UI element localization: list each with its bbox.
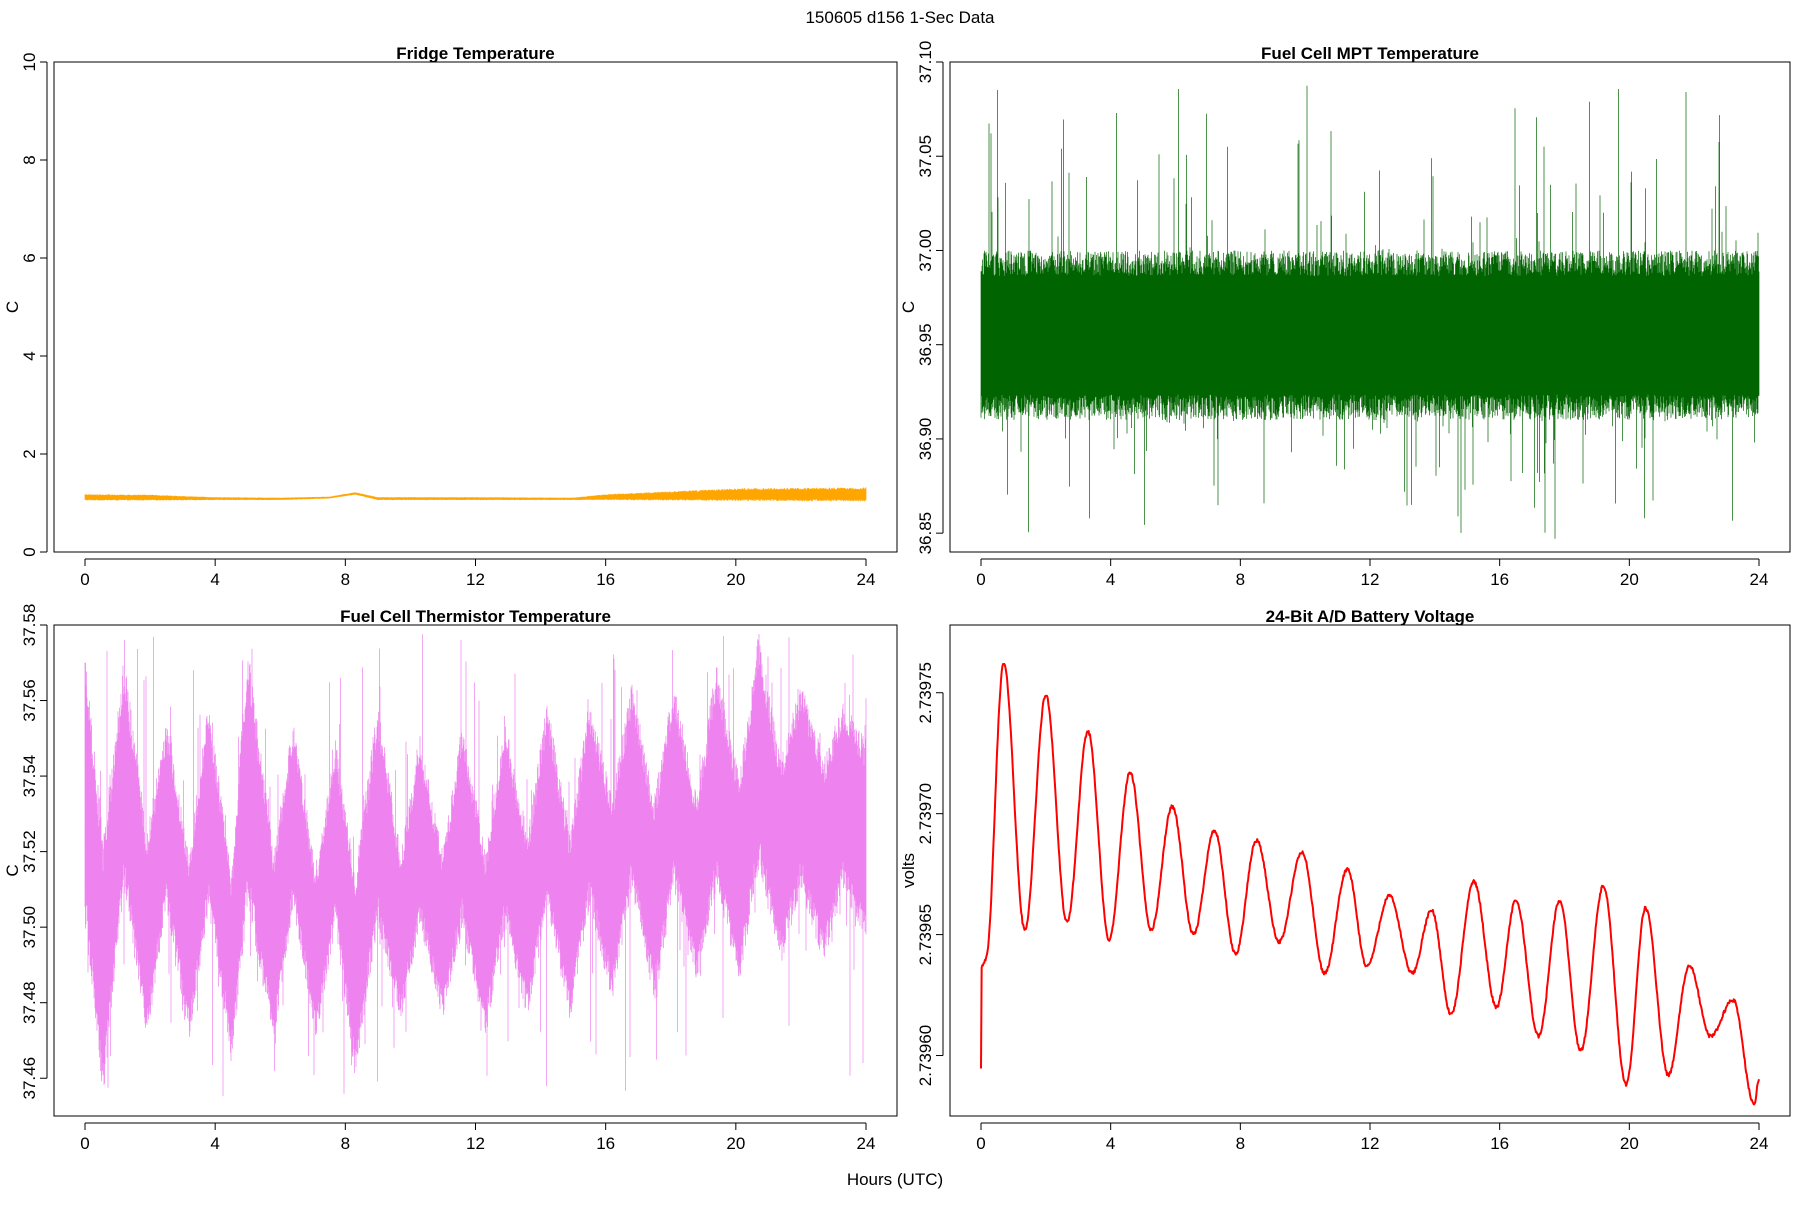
x-tick-label: 24 — [1750, 1134, 1769, 1153]
x-tick-label: 0 — [976, 570, 985, 589]
y-tick-label: 10 — [20, 53, 39, 72]
y-tick-label: 0 — [20, 547, 39, 556]
x-tick-label: 8 — [341, 570, 350, 589]
x-tick-label: 4 — [210, 570, 219, 589]
x-tick-label: 16 — [596, 1134, 615, 1153]
chart-title: Fuel Cell Thermistor Temperature — [340, 607, 611, 626]
x-tick-label: 24 — [1750, 570, 1769, 589]
y-axis-label: C — [3, 301, 22, 313]
x-tick-label: 0 — [976, 1134, 985, 1153]
x-tick-label: 20 — [1620, 570, 1639, 589]
y-tick-label: 2 — [20, 449, 39, 458]
chart-panel-3: Fuel Cell Thermistor Temperature C 0 4 8 12 16… — [3, 604, 898, 1153]
y-tick-label: 2.73975 — [916, 662, 935, 723]
chart-title: 24-Bit A/D Battery Voltage — [1266, 607, 1475, 626]
data-series-fridge — [84, 487, 867, 502]
chart-panel-4: 24-Bit A/D Battery Voltage volts 0 4 8 12 16 20… — [899, 607, 1791, 1153]
x-tick-label: 8 — [1236, 1134, 1245, 1153]
y-tick-label: 37.58 — [20, 604, 39, 647]
plot-frame — [949, 624, 1791, 1117]
y-axis-label: C — [899, 301, 918, 313]
x-tick-label: 20 — [726, 570, 745, 589]
y-tick-label: 37.54 — [20, 755, 39, 798]
y-tick-label: 2.73960 — [916, 1025, 935, 1086]
x-tick-label: 0 — [80, 570, 89, 589]
x-tick-label: 12 — [1361, 1134, 1380, 1153]
x-tick-label: 4 — [1106, 570, 1115, 589]
y-tick-label: 8 — [20, 155, 39, 164]
y-tick-label: 37.46 — [20, 1057, 39, 1100]
y-tick-label: 37.48 — [20, 981, 39, 1024]
y-tick-label: 2.73970 — [916, 783, 935, 844]
chart-title: Fuel Cell MPT Temperature — [1261, 44, 1479, 63]
chart-title: Fridge Temperature — [396, 44, 554, 63]
y-axis-label: C — [3, 864, 22, 876]
y-tick-label: 2.73965 — [916, 904, 935, 965]
plot-frame — [53, 624, 898, 1117]
x-tick-label: 12 — [466, 570, 485, 589]
chart-panel-2: Fuel Cell MPT Temperature C 0 4 8 12 16 20 24 36.… — [899, 41, 1791, 589]
y-tick-label: 37.10 — [916, 41, 935, 84]
data-series-thermistor — [84, 634, 867, 1096]
y-tick-label: 4 — [20, 351, 39, 360]
data-series-battery — [980, 663, 1760, 1106]
y-axis-label: volts — [899, 853, 918, 888]
y-tick-label: 37.05 — [916, 135, 935, 178]
x-tick-label: 16 — [1490, 570, 1509, 589]
x-tick-label: 24 — [857, 1134, 876, 1153]
y-tick-label: 37.52 — [20, 830, 39, 873]
y-tick-label: 37.56 — [20, 679, 39, 722]
x-tick-label: 8 — [1236, 570, 1245, 589]
y-tick-label: 36.85 — [916, 512, 935, 555]
x-tick-label: 24 — [857, 570, 876, 589]
y-tick-label: 6 — [20, 253, 39, 262]
x-tick-label: 20 — [1620, 1134, 1639, 1153]
x-tick-label: 4 — [1106, 1134, 1115, 1153]
shared-x-axis-label: Hours (UTC) — [847, 1170, 943, 1189]
plot-frame — [53, 61, 898, 553]
x-tick-label: 20 — [726, 1134, 745, 1153]
page-title: 150605 d156 1-Sec Data — [805, 8, 995, 27]
data-series-mpt — [980, 85, 1760, 539]
y-tick-label: 36.95 — [916, 323, 935, 366]
y-tick-label: 37.00 — [916, 229, 935, 272]
x-tick-label: 16 — [1490, 1134, 1509, 1153]
x-tick-label: 4 — [210, 1134, 219, 1153]
y-tick-label: 37.50 — [20, 906, 39, 949]
x-tick-label: 16 — [596, 570, 615, 589]
x-tick-label: 12 — [1361, 570, 1380, 589]
x-tick-label: 8 — [341, 1134, 350, 1153]
x-tick-label: 0 — [80, 1134, 89, 1153]
x-tick-label: 12 — [466, 1134, 485, 1153]
plot-frame — [949, 61, 1791, 553]
y-tick-label: 36.90 — [916, 418, 935, 461]
